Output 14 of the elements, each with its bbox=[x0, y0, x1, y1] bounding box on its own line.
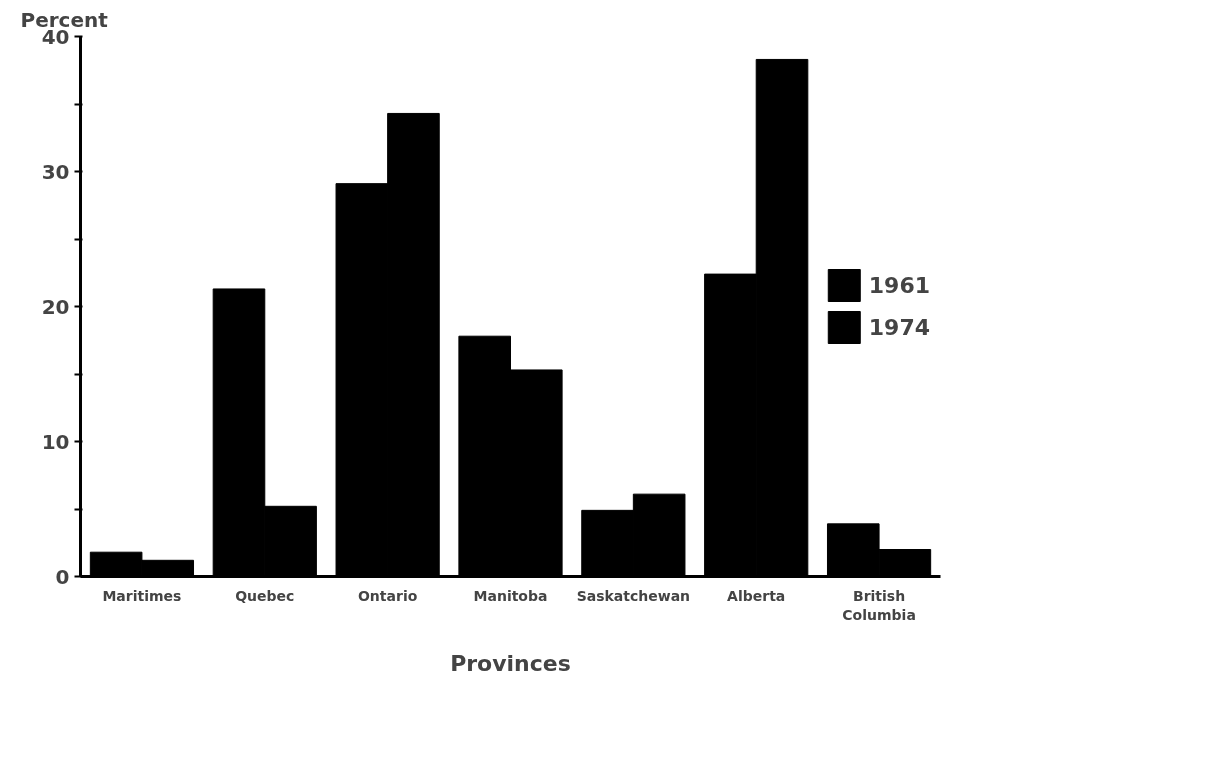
y-tick-label: 10 bbox=[41, 429, 70, 454]
x-tick-label: Saskatchewan bbox=[576, 587, 691, 604]
x-tick-label: Maritimes bbox=[102, 587, 182, 604]
x-tick-label: Quebec bbox=[235, 587, 295, 604]
y-tick-label: 0 bbox=[55, 564, 70, 589]
y-tick-label: 30 bbox=[41, 159, 70, 184]
legend-label: 1961 bbox=[868, 272, 930, 298]
x-tick-label: Ontario bbox=[357, 587, 418, 604]
x-axis-title: Provinces bbox=[450, 650, 571, 676]
legend-label: 1974 bbox=[868, 314, 930, 340]
x-tick-label: Manitoba bbox=[473, 587, 548, 604]
y-tick-label: 20 bbox=[41, 294, 70, 319]
x-tick-label: Alberta bbox=[727, 587, 786, 604]
x-tick-label: British Columbia bbox=[842, 587, 916, 623]
